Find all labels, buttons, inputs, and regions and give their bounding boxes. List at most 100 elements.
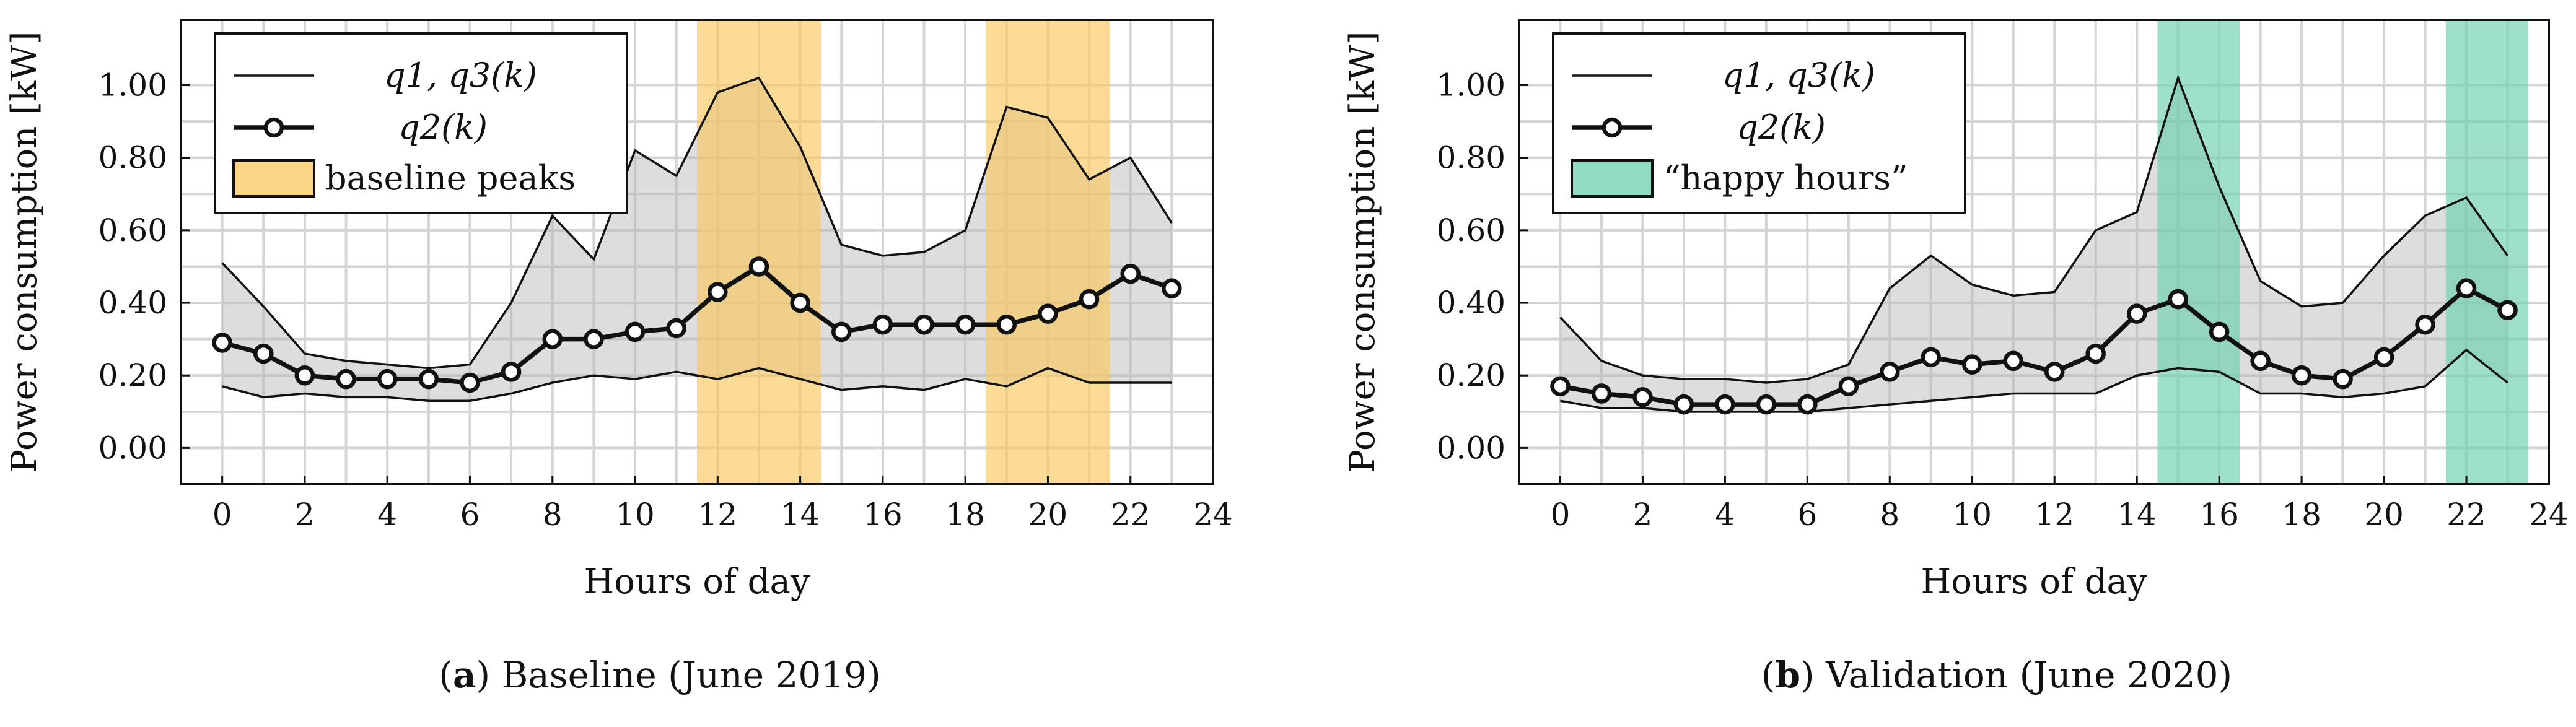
q2-point — [460, 372, 480, 393]
x-tick-label: 22 — [2447, 497, 2486, 533]
caption-paren-open: ( — [439, 654, 453, 696]
q2-point — [1715, 394, 1735, 415]
q2-point — [666, 318, 686, 339]
q2-point — [1550, 376, 1571, 397]
x-tick-label: 18 — [945, 497, 985, 533]
q2-point — [2456, 278, 2477, 298]
y-tick-label: 0.80 — [1437, 140, 1505, 176]
x-tick-label: 10 — [615, 497, 655, 533]
highlight-band — [697, 20, 821, 484]
q3-line — [221, 76, 1173, 370]
q2-point — [2291, 365, 2312, 386]
x-tick-label: 2 — [295, 497, 315, 533]
q2-point — [2333, 368, 2353, 390]
legend-band-label: “happy hours” — [1663, 159, 1908, 198]
x-tick-label: 12 — [2035, 497, 2074, 533]
q2-markers — [212, 256, 1182, 393]
q2-point — [1880, 362, 1900, 382]
q2-point — [872, 314, 893, 335]
q2-point — [1962, 354, 1982, 375]
x-tick-label: 12 — [698, 497, 738, 533]
caption-paren-close: ) — [476, 654, 491, 696]
x-tick-label: 4 — [377, 497, 397, 533]
highlight-band — [2157, 20, 2240, 484]
y-tick-label: 0.00 — [1437, 430, 1505, 466]
x-tick-label: 24 — [2529, 497, 2569, 533]
x-tick-label: 2 — [1633, 497, 1653, 533]
caption-tag: b — [1775, 654, 1800, 696]
q2-point — [1632, 387, 1653, 407]
y-tick-label: 0.60 — [99, 212, 167, 248]
x-tick-label: 10 — [1952, 497, 1992, 533]
iqr-band — [1560, 77, 2508, 412]
x-tick-label: 14 — [781, 497, 820, 533]
highlight-band — [986, 20, 1110, 484]
q2-point — [1120, 263, 1141, 284]
q2-point — [2044, 362, 2065, 382]
q1-line — [222, 367, 1172, 402]
q2-point — [253, 343, 274, 364]
q3-line — [1559, 74, 2508, 384]
q2-point — [1838, 376, 1859, 397]
y-tick-label: 0.40 — [1437, 285, 1505, 321]
q2-point — [1038, 303, 1058, 324]
x-tick-label: 14 — [2117, 497, 2157, 533]
x-tick-label: 6 — [460, 497, 480, 533]
q2-point — [2168, 289, 2188, 310]
x-tick-label: 18 — [2282, 497, 2321, 533]
y-tick-label: 1.00 — [99, 67, 167, 103]
q2-point — [2373, 347, 2394, 368]
q2-point — [1591, 383, 1612, 404]
x-axis-label: Hours of day — [584, 562, 810, 602]
caption-paren-close: ) — [1800, 654, 1815, 696]
q2-point — [584, 329, 604, 349]
legend: q1, q3(k) q2(k) baseline peaks — [214, 32, 628, 214]
q2-point — [377, 368, 398, 390]
y-tick-label: 0.20 — [1437, 357, 1505, 393]
y-tick-label: 0.40 — [99, 285, 167, 321]
q2-point — [624, 321, 646, 342]
panel-caption: (b) Validation (June 2020) — [1761, 654, 2232, 696]
axes-frame — [1518, 19, 2550, 485]
legend-q2-label: q2(k) — [398, 108, 488, 147]
x-tick-label: 0 — [1551, 497, 1571, 533]
legend-q2-marker — [263, 117, 284, 138]
q2-point — [2003, 350, 2024, 372]
x-tick-label: 22 — [1111, 497, 1150, 533]
y-tick-label: 0.00 — [99, 430, 167, 466]
y-tick-label: 1.00 — [1437, 67, 1505, 103]
legend-band-label: baseline peaks — [325, 159, 576, 198]
q2-point — [2250, 350, 2271, 372]
q2-point — [1673, 394, 1694, 415]
q2-point — [212, 333, 232, 353]
caption-paren-open: ( — [1761, 654, 1776, 696]
q2-point — [1079, 289, 1100, 310]
x-axis-label: Hours of day — [1921, 562, 2147, 602]
legend-band-swatch — [1571, 159, 1654, 198]
q2-markers — [1550, 278, 2518, 415]
x-tick-label: 16 — [863, 497, 903, 533]
legend-q13-label: q1, q3(k) — [1722, 56, 1875, 95]
q2-point — [914, 314, 934, 335]
caption-tag: a — [453, 654, 476, 696]
x-tick-label: 8 — [543, 497, 563, 533]
q2-point — [996, 314, 1017, 335]
y-tick-label: 0.20 — [99, 357, 167, 393]
x-tick-label: 16 — [2199, 497, 2239, 533]
q2-point — [1797, 394, 1818, 415]
q2-point — [1921, 347, 1942, 368]
legend-q2-marker — [1601, 117, 1623, 138]
q2-point — [708, 282, 728, 302]
axes-frame — [180, 19, 1214, 485]
y-axis-label: Power consumption [kW] — [1343, 32, 1383, 473]
x-tick-label: 20 — [2364, 497, 2404, 533]
q2-point — [2497, 300, 2518, 320]
q2-point — [831, 321, 852, 342]
q2-point — [1162, 278, 1182, 298]
x-tick-label: 8 — [1880, 497, 1899, 533]
y-tick-label: 0.80 — [99, 140, 167, 176]
q2-point — [542, 329, 563, 349]
highlight-band — [2445, 20, 2528, 484]
q2-point — [955, 314, 976, 335]
q2-point — [790, 292, 810, 313]
